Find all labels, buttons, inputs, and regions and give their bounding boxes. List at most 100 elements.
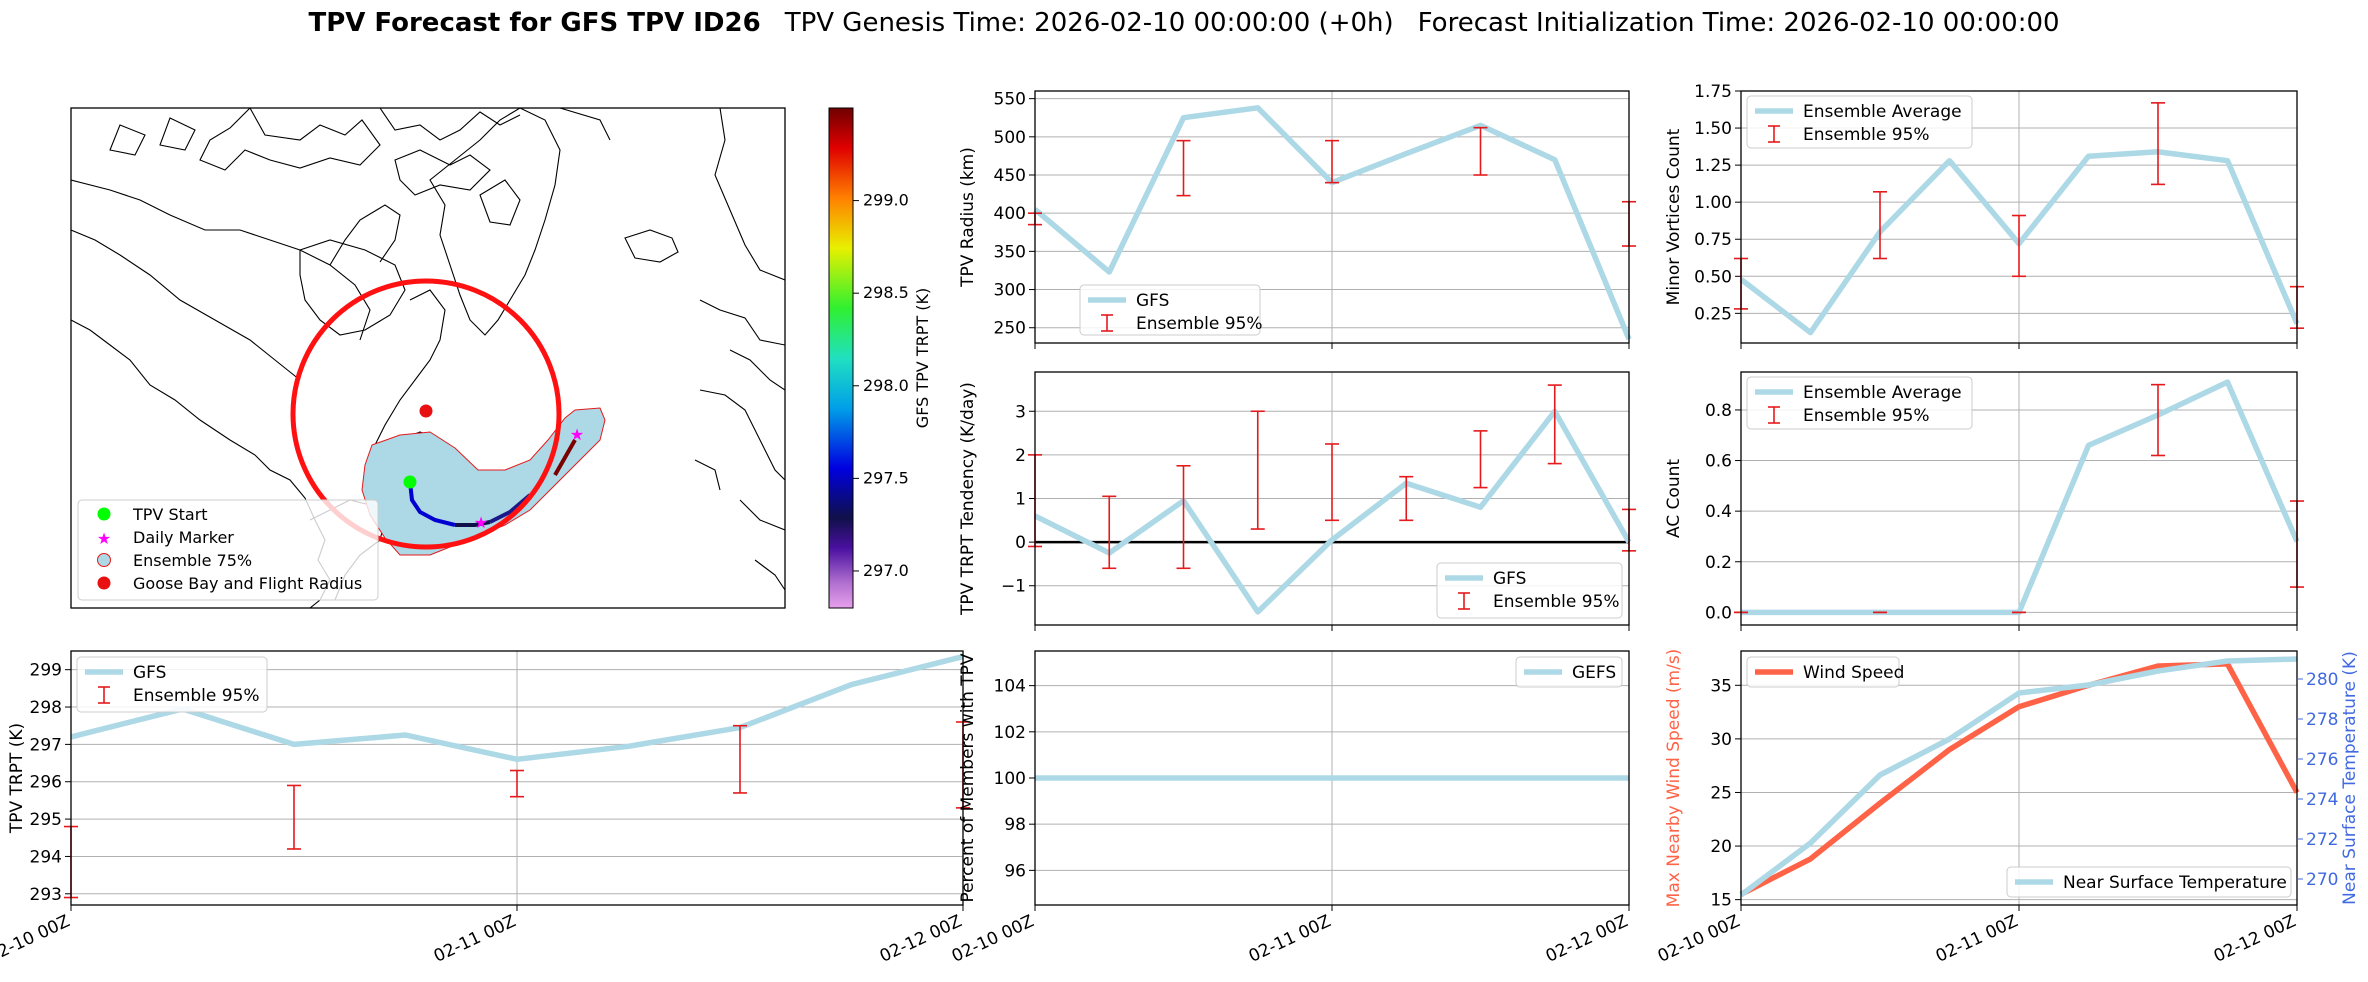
legend-ensemble-75: Ensemble 75% bbox=[133, 551, 252, 570]
y-tick-label: 295 bbox=[30, 810, 62, 830]
chart-legend: Wind Speed Near Surface Temperature bbox=[1746, 656, 2292, 898]
y-tick-label: 15 bbox=[1710, 891, 1732, 911]
axes-frame bbox=[1034, 371, 1630, 626]
errorbar bbox=[1102, 495, 1117, 570]
y-tick-label: 0.4 bbox=[1705, 502, 1732, 522]
legend-label: GFS bbox=[1136, 291, 1169, 311]
y-tick-label: 2 bbox=[1015, 446, 1026, 466]
chart-legend: GFS Ensemble 95% bbox=[1079, 284, 1263, 336]
y-axis-label: Percent of Members with TPV bbox=[958, 653, 978, 902]
errorbar bbox=[2151, 383, 2165, 457]
y-tick-label: 350 bbox=[994, 242, 1026, 262]
chart-legend: Ensemble Average Ensemble 95% bbox=[1746, 95, 1973, 149]
errorbar bbox=[1873, 191, 1887, 260]
title-bold: TPV Forecast for GFS TPV ID26 bbox=[308, 8, 760, 38]
legend-tpv-start-swatch bbox=[97, 507, 111, 521]
x-tick-label: 02-11 00Z bbox=[1246, 911, 1334, 966]
x-tick-label: 02-10 00Z bbox=[1655, 911, 1743, 966]
y-tick-label: 3 bbox=[1015, 402, 1026, 422]
colorbar-tick-label: 299.0 bbox=[863, 191, 909, 210]
y-tick-label: 296 bbox=[30, 773, 62, 793]
panel-wind: 15 20 25 30 35 02-10 00Z 02-11 00Z 02-12 00Z Max… bbox=[1655, 649, 2360, 967]
y-tick-label: 1.00 bbox=[1694, 193, 1732, 213]
y-tick-label: 1.50 bbox=[1694, 119, 1732, 139]
colorbar-tick-label: 297.5 bbox=[863, 468, 909, 487]
colorbar-tick-label: 297.0 bbox=[863, 561, 909, 580]
y-tick-label: 450 bbox=[994, 166, 1026, 186]
chart-legend: GFS Ensemble 95% bbox=[76, 656, 268, 713]
y-tick-label: 1 bbox=[1015, 490, 1026, 510]
y-tick-label: 100 bbox=[994, 769, 1026, 789]
y-tick-label: 550 bbox=[994, 90, 1026, 110]
errorbar bbox=[1547, 384, 1562, 465]
daily-marker-1: ★ bbox=[474, 513, 488, 532]
y-tick-label: 299 bbox=[30, 661, 62, 681]
legend-label: Ensemble 95% bbox=[1493, 592, 1620, 612]
legend-goose-bay-swatch bbox=[97, 576, 111, 590]
errorbar bbox=[2012, 214, 2026, 278]
figure-title: TPV Forecast for GFS TPV ID26 TPV Genesis… bbox=[308, 8, 2059, 38]
legend-label: Ensemble 95% bbox=[1803, 406, 1930, 426]
y-tick-label: 98 bbox=[1004, 815, 1026, 835]
y-axis-label: TPV TRPT Tendency (K/day) bbox=[958, 382, 978, 616]
legend-label: GFS bbox=[1493, 569, 1526, 589]
y-tick-label: 400 bbox=[994, 204, 1026, 224]
title-init: Forecast Initialization Time: 2026-02-10… bbox=[1418, 8, 2060, 38]
legend-goose-bay: Goose Bay and Flight Radius bbox=[133, 574, 362, 593]
y2-tick-label: 280 bbox=[2306, 670, 2338, 690]
y-axis-label: Max Nearby Wind Speed (m/s) bbox=[1664, 649, 1684, 908]
x-tick-label: 02-12 00Z bbox=[877, 911, 965, 966]
legend-daily-marker-swatch: ★ bbox=[97, 529, 111, 548]
series-line-near-surface-temperature bbox=[1739, 656, 2298, 898]
y-tick-label: 0.50 bbox=[1694, 267, 1732, 287]
y-tick-label: 0.75 bbox=[1694, 230, 1732, 250]
series-line-gfs bbox=[1033, 408, 1632, 615]
y-tick-label: 35 bbox=[1710, 676, 1732, 696]
y2-tick-label: 274 bbox=[2306, 790, 2338, 810]
y2-tick-label: 276 bbox=[2306, 750, 2338, 770]
axes-frame bbox=[1740, 90, 2298, 344]
legend-label: Ensemble Average bbox=[1803, 383, 1962, 403]
errorbar bbox=[510, 769, 524, 798]
x-tick-label: 02-11 00Z bbox=[1933, 911, 2021, 966]
legend-label: Near Surface Temperature bbox=[2063, 873, 2287, 893]
errorbar bbox=[1176, 464, 1191, 570]
map-legend: TPV Start ★ Daily Marker Ensemble 75% Go… bbox=[77, 499, 379, 601]
errorbar bbox=[1399, 475, 1414, 522]
x-tick-label: 02-12 00Z bbox=[2211, 911, 2299, 966]
y-tick-label: 102 bbox=[994, 723, 1026, 743]
chart-legend: Ensemble Average Ensemble 95% bbox=[1746, 376, 1973, 430]
y-tick-label: 0.2 bbox=[1705, 553, 1732, 573]
y-tick-label: 1.75 bbox=[1694, 82, 1732, 102]
x-tick-label: 02-12 00Z bbox=[1543, 911, 1631, 966]
axes-frame bbox=[1740, 650, 2298, 906]
y-tick-label: 30 bbox=[1710, 730, 1732, 750]
y-tick-label: 294 bbox=[30, 847, 62, 867]
y-axis-label: TPV TRPT (K) bbox=[7, 723, 27, 834]
y-tick-label: 20 bbox=[1710, 837, 1732, 857]
gfs-track-start bbox=[408, 481, 456, 527]
y-tick-label: 298 bbox=[30, 698, 62, 718]
errorbar bbox=[733, 724, 747, 794]
axes-frame bbox=[70, 650, 964, 906]
y-tick-label: 0.25 bbox=[1694, 304, 1732, 324]
y2-tick-label: 272 bbox=[2306, 830, 2338, 850]
y-tick-label: 104 bbox=[994, 677, 1026, 697]
errorbar bbox=[2151, 102, 2165, 186]
errorbar bbox=[1473, 126, 1488, 176]
series-line-gfs bbox=[70, 653, 964, 763]
panel-tend: −1 0 1 2 3 TPV TRPT Tendency (K/day) GFS Ensemb… bbox=[958, 371, 1636, 631]
errorbar bbox=[1325, 443, 1339, 522]
axes-frame bbox=[1034, 650, 1630, 906]
y2-tick-label: 270 bbox=[2306, 870, 2338, 890]
y-tick-label: 96 bbox=[1004, 861, 1026, 881]
goose-bay-point bbox=[419, 404, 433, 418]
legend-ensemble-75-swatch bbox=[97, 553, 111, 567]
legend-label: Ensemble 95% bbox=[1803, 125, 1930, 145]
y2-tick-label: 278 bbox=[2306, 710, 2338, 730]
panel-radius: 250 300 350 400 450 500 550 TPV Radius (km) GFS E… bbox=[958, 90, 1636, 349]
colorbar-tick-label: 298.5 bbox=[863, 283, 909, 302]
map-panel: ★ ★ TPV Start ★ Daily Marker Ensemble 75… bbox=[70, 107, 932, 609]
y-tick-label: 1.25 bbox=[1694, 156, 1732, 176]
